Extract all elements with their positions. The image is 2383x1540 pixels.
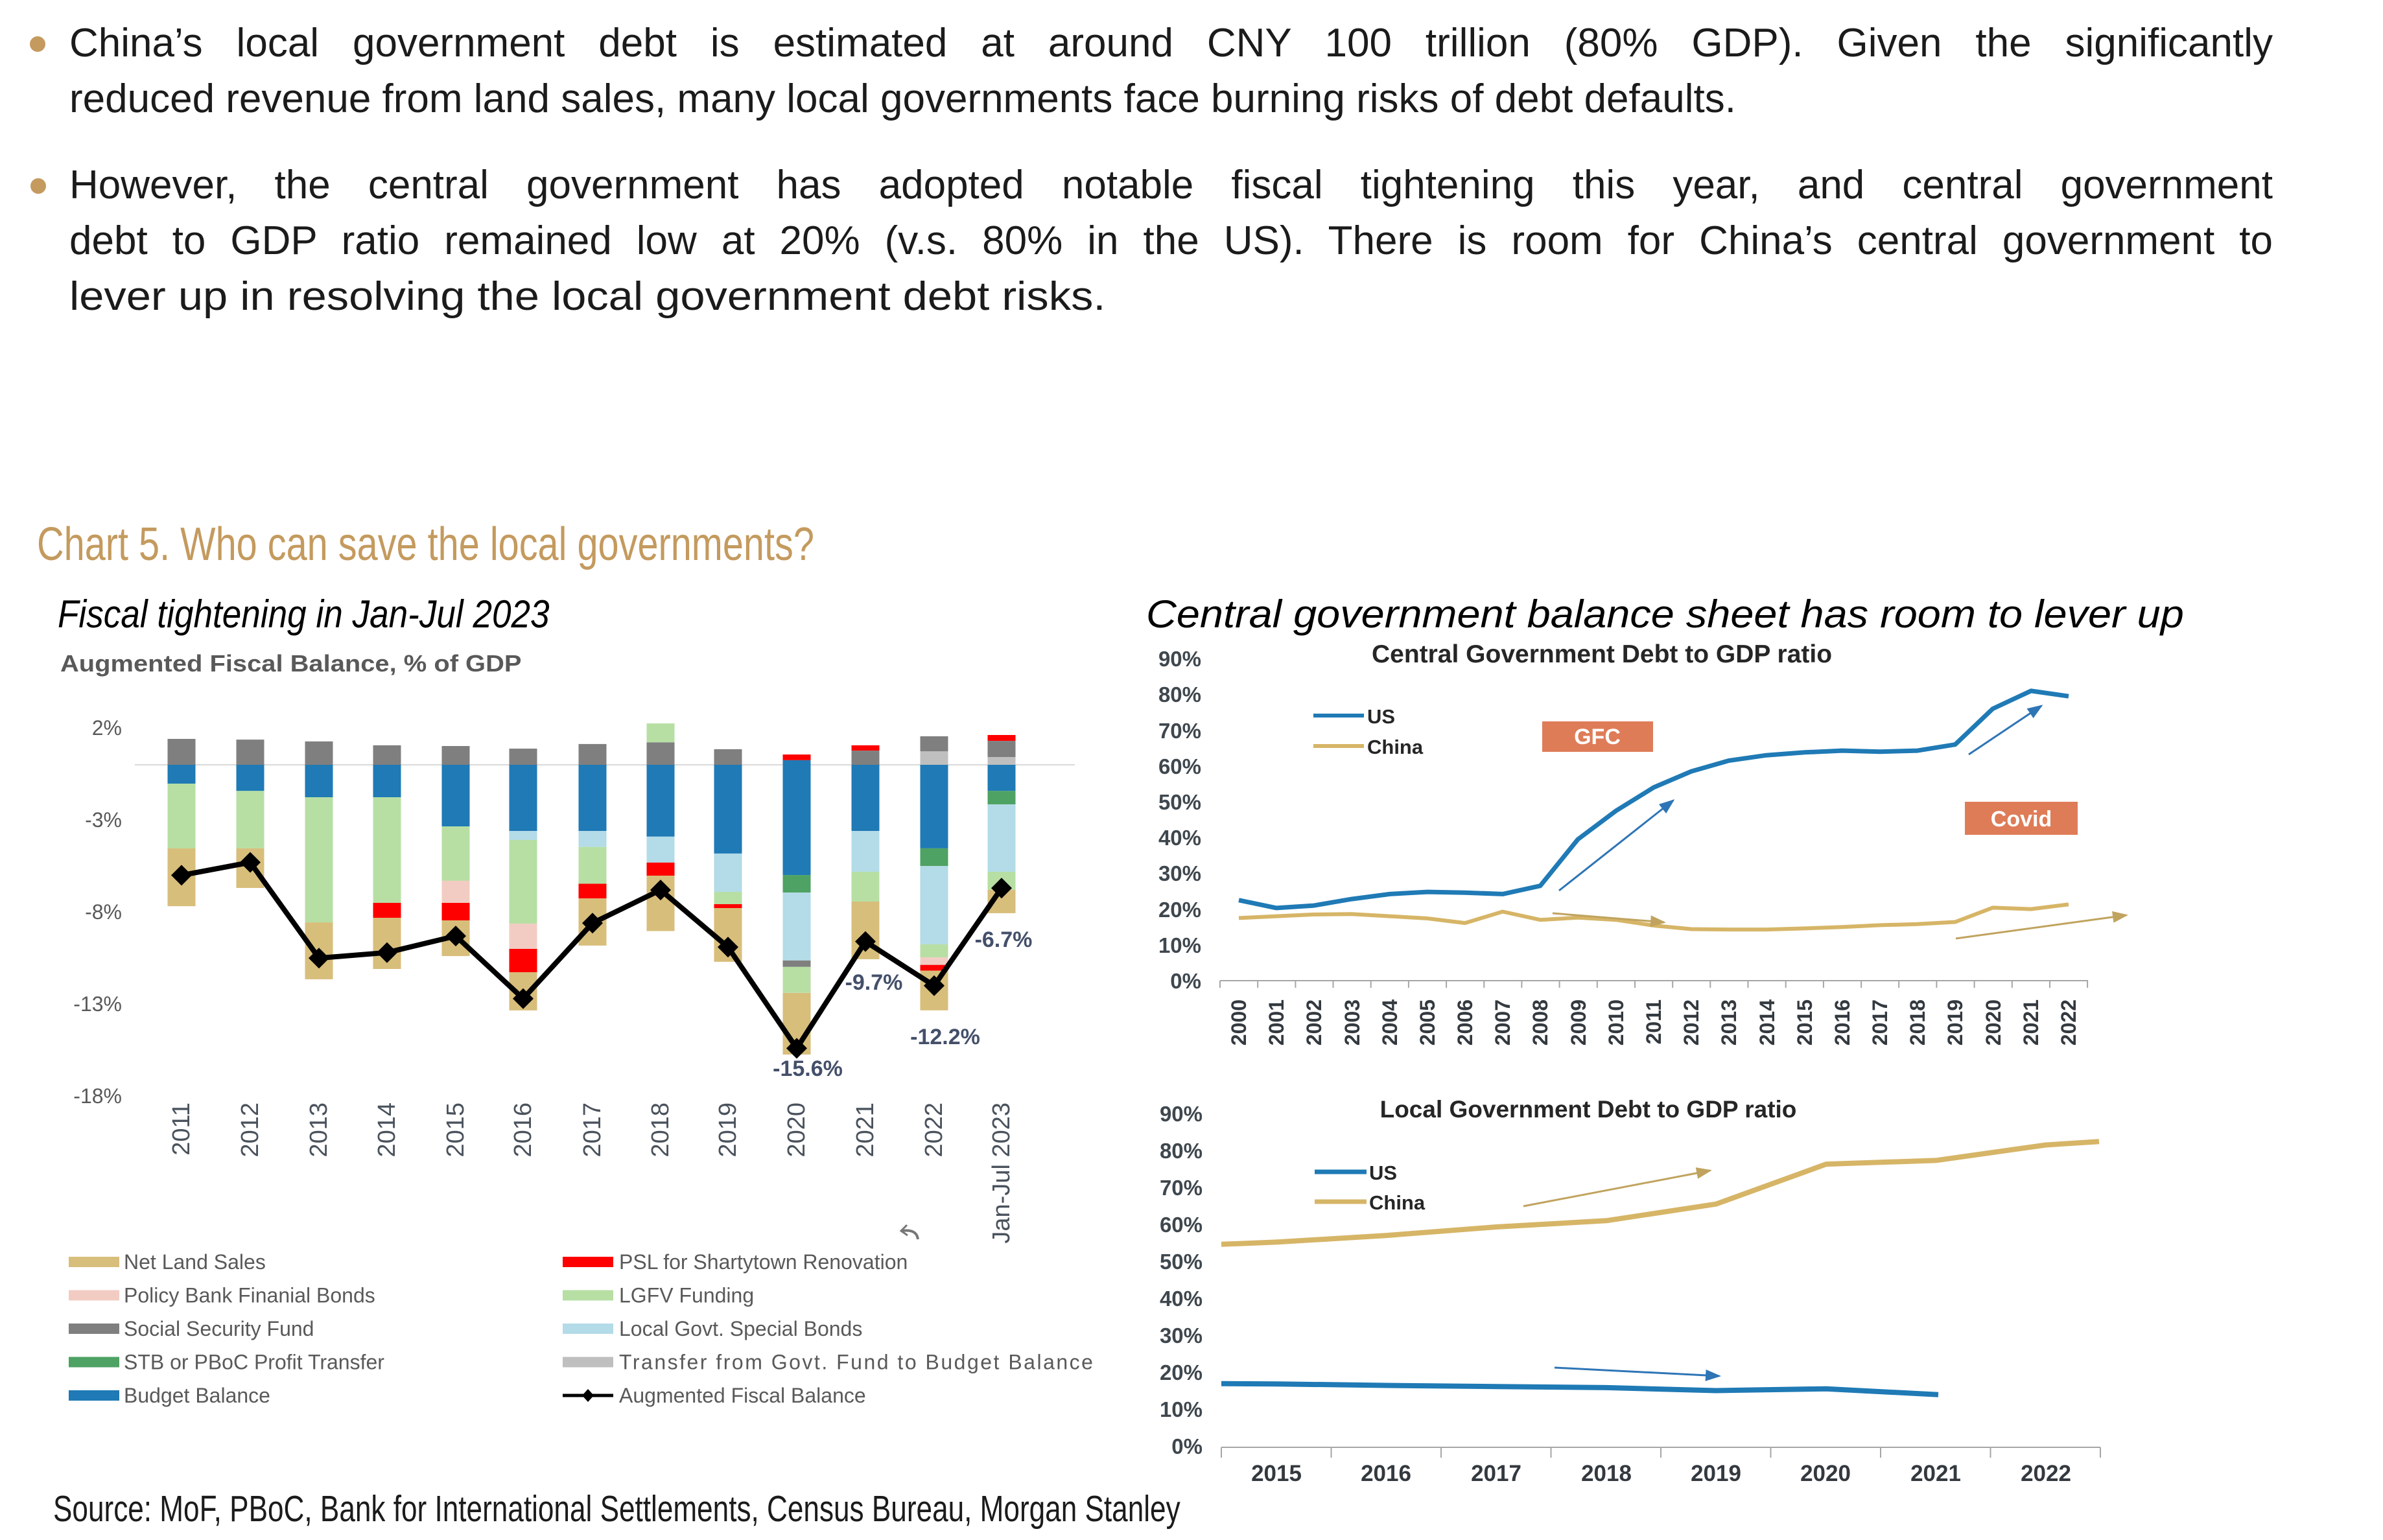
svg-text:GFC: GFC — [1574, 725, 1621, 749]
svg-text:10%: 10% — [1158, 933, 1201, 957]
svg-text:-9.7%: -9.7% — [845, 970, 903, 995]
svg-text:2015: 2015 — [1793, 999, 1816, 1045]
svg-text:2016: 2016 — [510, 1102, 537, 1158]
svg-text:2013: 2013 — [1717, 999, 1741, 1045]
svg-text:70%: 70% — [1158, 719, 1201, 743]
svg-text:2008: 2008 — [1529, 999, 1552, 1045]
svg-text:2014: 2014 — [1755, 999, 1779, 1045]
svg-text:10%: 10% — [1160, 1397, 1203, 1421]
svg-text:70%: 70% — [1160, 1176, 1203, 1200]
svg-text:30%: 30% — [1160, 1324, 1203, 1348]
svg-text:Budget Balance: Budget Balance — [124, 1384, 270, 1407]
svg-text:0%: 0% — [1170, 969, 1201, 993]
svg-text:2011: 2011 — [168, 1102, 195, 1156]
svg-text:90%: 90% — [1158, 647, 1201, 671]
svg-text:-13%: -13% — [73, 992, 122, 1016]
svg-text:40%: 40% — [1158, 826, 1201, 850]
svg-text:50%: 50% — [1160, 1250, 1203, 1274]
svg-text:2006: 2006 — [1453, 999, 1477, 1045]
svg-text:2021: 2021 — [2019, 999, 2043, 1045]
svg-text:2012: 2012 — [1680, 999, 1703, 1045]
svg-text:80%: 80% — [1160, 1139, 1203, 1163]
svg-text:China: China — [1369, 1191, 1426, 1214]
svg-text:2001: 2001 — [1265, 999, 1288, 1045]
svg-text:STB or PBoC Profit Transfer: STB or PBoC Profit Transfer — [124, 1351, 384, 1374]
svg-text:20%: 20% — [1160, 1360, 1203, 1384]
svg-text:40%: 40% — [1160, 1287, 1203, 1311]
svg-text:2012: 2012 — [237, 1102, 264, 1158]
svg-text:2016: 2016 — [1831, 999, 1854, 1045]
svg-text:Transfer from Govt. Fund to Bu: Transfer from Govt. Fund to Budget Balan… — [619, 1351, 1094, 1374]
svg-text:2022: 2022 — [921, 1102, 948, 1158]
svg-text:80%: 80% — [1158, 682, 1201, 706]
svg-text:2015: 2015 — [1251, 1461, 1302, 1486]
svg-text:Social Security Fund: Social Security Fund — [124, 1317, 314, 1340]
svg-text:2022: 2022 — [2021, 1461, 2071, 1486]
svg-text:Local Government Debt to GDP r: Local Government Debt to GDP ratio — [1380, 1096, 1797, 1123]
svg-text:2020: 2020 — [783, 1102, 810, 1158]
svg-text:-8%: -8% — [85, 900, 122, 924]
svg-text:China: China — [1367, 736, 1424, 758]
svg-text:2009: 2009 — [1567, 999, 1590, 1045]
svg-text:2020: 2020 — [1800, 1461, 1851, 1486]
svg-text:2021: 2021 — [852, 1102, 879, 1158]
svg-text:2%: 2% — [92, 716, 122, 740]
svg-text:60%: 60% — [1160, 1213, 1203, 1237]
svg-text:2007: 2007 — [1491, 999, 1514, 1045]
svg-text:-18%: -18% — [73, 1084, 122, 1108]
svg-text:2014: 2014 — [373, 1102, 401, 1158]
svg-text:90%: 90% — [1160, 1102, 1203, 1126]
svg-text:Policy Bank Finanial Bonds: Policy Bank Finanial Bonds — [124, 1284, 375, 1307]
svg-text:2020: 2020 — [1982, 999, 2005, 1045]
svg-text:PSL for Shartytown Renovation: PSL for Shartytown Renovation — [619, 1250, 908, 1274]
svg-text:2019: 2019 — [714, 1102, 742, 1158]
svg-text:2010: 2010 — [1604, 999, 1628, 1045]
svg-text:2003: 2003 — [1341, 999, 1364, 1045]
svg-text:60%: 60% — [1158, 754, 1201, 778]
svg-text:US: US — [1367, 705, 1395, 728]
svg-text:-3%: -3% — [85, 808, 122, 832]
svg-text:2015: 2015 — [442, 1102, 469, 1158]
svg-text:2017: 2017 — [579, 1102, 606, 1158]
svg-text:2018: 2018 — [1581, 1461, 1632, 1486]
svg-text:2022: 2022 — [2057, 999, 2080, 1045]
svg-text:Covid: Covid — [1991, 807, 2052, 832]
svg-text:2019: 2019 — [1943, 999, 1967, 1045]
svg-text:Augmented Fiscal Balance: Augmented Fiscal Balance — [619, 1384, 866, 1407]
svg-text:Central Government Debt to GDP: Central Government Debt to GDP ratio — [1372, 640, 1832, 668]
svg-text:2004: 2004 — [1378, 999, 1402, 1045]
svg-text:2018: 2018 — [1906, 999, 1929, 1045]
svg-text:LGFV Funding: LGFV Funding — [619, 1284, 754, 1307]
svg-text:30%: 30% — [1158, 861, 1201, 885]
svg-text:-12.2%: -12.2% — [910, 1025, 980, 1049]
svg-text:2005: 2005 — [1416, 999, 1439, 1045]
svg-text:2017: 2017 — [1868, 999, 1892, 1045]
svg-text:Jan-Jul 2023: Jan-Jul 2023 — [988, 1102, 1015, 1244]
svg-text:Net Land Sales: Net Land Sales — [124, 1250, 266, 1274]
svg-text:2000: 2000 — [1227, 999, 1250, 1045]
svg-text:2017: 2017 — [1471, 1461, 1521, 1486]
svg-text:0%: 0% — [1171, 1434, 1203, 1458]
svg-text:20%: 20% — [1158, 898, 1201, 922]
svg-text:2018: 2018 — [647, 1102, 674, 1158]
svg-text:-6.7%: -6.7% — [975, 928, 1033, 952]
svg-text:2019: 2019 — [1691, 1461, 1741, 1486]
svg-text:2021: 2021 — [1910, 1461, 1961, 1486]
svg-text:50%: 50% — [1158, 790, 1201, 814]
svg-text:2011: 2011 — [1642, 999, 1665, 1044]
svg-text:2013: 2013 — [305, 1102, 333, 1158]
svg-text:US: US — [1369, 1161, 1397, 1184]
svg-text:Local Govt. Special Bonds: Local Govt. Special Bonds — [619, 1317, 862, 1340]
svg-text:2016: 2016 — [1361, 1461, 1411, 1486]
svg-text:2002: 2002 — [1302, 999, 1326, 1045]
svg-text:-15.6%: -15.6% — [773, 1056, 843, 1081]
